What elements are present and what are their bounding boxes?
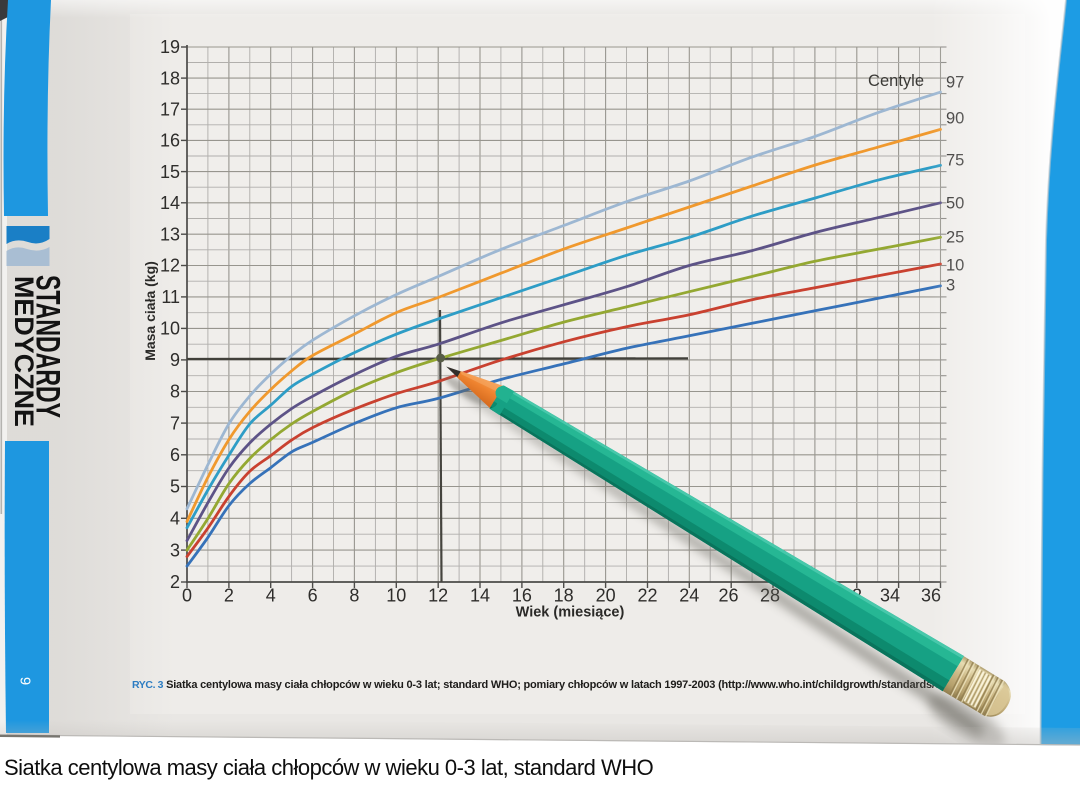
svg-text:6: 6 [170,445,180,465]
svg-text:STANDARDY: STANDARDY [28,275,66,418]
svg-text:18: 18 [160,68,180,88]
svg-text:0: 0 [182,586,192,606]
svg-text:3: 3 [170,540,180,560]
svg-text:24: 24 [679,586,699,606]
svg-text:16: 16 [160,131,180,151]
svg-text:Masa ciała (kg): Masa ciała (kg) [142,261,158,361]
svg-text:10: 10 [160,319,180,339]
svg-text:2: 2 [224,586,234,606]
svg-text:10: 10 [386,586,406,606]
svg-text:20: 20 [596,586,616,606]
svg-text:11: 11 [161,287,180,307]
svg-text:4: 4 [170,509,180,529]
svg-text:26: 26 [718,586,738,606]
svg-text:Siatka centylowa masy ciała ch: Siatka centylowa masy ciała chłopców w w… [4,755,654,780]
svg-text:6: 6 [308,586,318,606]
svg-text:2: 2 [170,572,180,592]
svg-text:15: 15 [160,162,180,182]
svg-text:12: 12 [160,256,180,276]
svg-text:18: 18 [554,586,574,606]
svg-text:12: 12 [428,586,448,606]
svg-text:9: 9 [17,677,34,685]
svg-text:14: 14 [470,586,490,606]
svg-text:9: 9 [170,350,180,370]
svg-text:14: 14 [160,193,180,213]
svg-text:Wiek (miesiące): Wiek (miesiące) [516,605,625,621]
svg-text:16: 16 [512,586,532,606]
svg-text:34: 34 [880,586,900,606]
svg-text:13: 13 [160,224,180,244]
svg-text:Centyle: Centyle [868,72,924,90]
svg-text:19: 19 [160,37,180,57]
svg-text:MEDYCZNE: MEDYCZNE [9,276,39,427]
svg-text:7: 7 [170,413,180,433]
svg-text:17: 17 [160,99,180,119]
svg-text:22: 22 [637,586,657,606]
svg-text:5: 5 [170,477,180,497]
svg-text:8: 8 [349,586,359,606]
svg-text:8: 8 [170,382,180,402]
svg-text:4: 4 [266,586,276,606]
